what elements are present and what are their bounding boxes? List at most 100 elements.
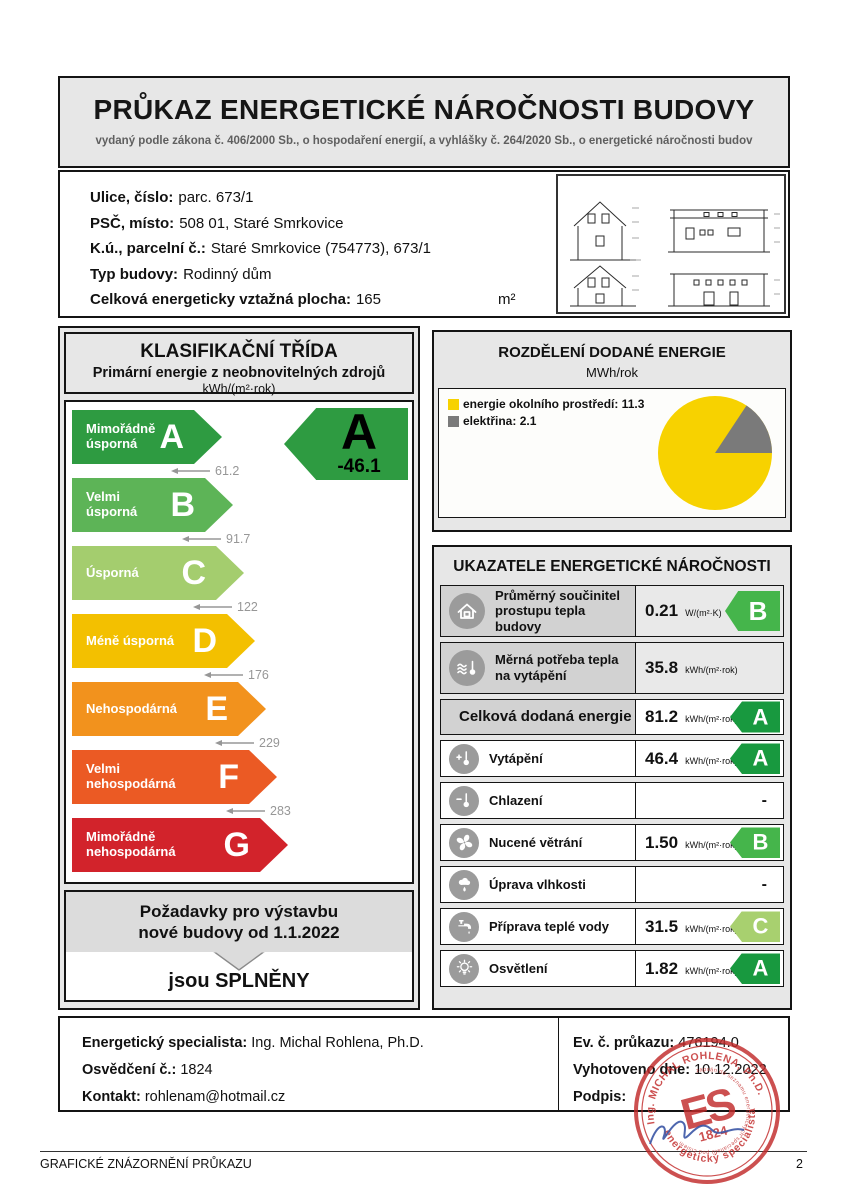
indicator-unit: kWh/(m²·rok) [685,839,738,850]
classification-panel: KLASIFIKAČNÍ TŘÍDA Primární energie z ne… [58,326,420,1010]
indicator-value: 31.5 [645,916,679,936]
pie-title: ROZDĚLENÍ DODANÉ ENERGIE [498,344,726,361]
rating-value: -46.1 [337,456,381,477]
classification-subtitle: Primární energie z neobnovitelných zdroj… [92,365,386,381]
header-box: PRŮKAZ ENERGETICKÉ NÁROČNOSTI BUDOVY vyd… [58,76,790,168]
heat-demand-icon [449,650,485,686]
classification-header: KLASIFIKAČNÍ TŘÍDA Primární energie z ne… [64,332,414,396]
indicator-row: Průměrný součinitel prostupu tepla budov… [440,585,784,637]
class-arrow-E: Nehospodárná E [72,682,266,736]
indicators-title: UKAZATELE ENERGETICKÉ NÁROČNOSTI [453,558,771,575]
requirements-box: Požadavky pro výstavbu nové budovy od 1.… [64,890,414,1002]
signature [649,1120,745,1145]
indicator-label: Osvětlení [489,960,548,976]
class-arrow-D: Méně úsporná D [72,614,255,668]
certificate-line: Osvědčení č.: 1824 [82,1062,213,1078]
left-arrow-icon [204,672,243,678]
building-info-box: Ulice, číslo: parc. 673/1 PSČ, místo: 508 0… [58,170,790,318]
building-info-rows: Ulice, číslo: parc. 673/1 PSČ, místo: 508 0… [60,172,788,313]
lighting-icon [449,953,479,984]
left-arrow-icon [226,808,265,814]
indicator-row: Vytápění 46.4 kWh/(m²·rok) A [440,740,784,777]
threshold-marker: 229 [72,736,412,750]
indicator-class-arrow-A: A [730,743,780,774]
requirements-line1: Požadavky pro výstavbu [139,902,339,921]
certificate-line: Podpis: [573,1089,627,1105]
indicator-label: Průměrný součinitel prostupu tepla budov… [495,587,620,634]
specialist-left-column: Energetický specialista: Ing. Michal Roh… [60,1018,559,1110]
certificate-line: Kontakt: rohlenam@hotmail.cz [82,1089,286,1105]
threshold-marker: 176 [72,668,412,682]
indicator-unit: kWh/(m²·rok) [685,665,738,675]
indicator-row: Příprava teplé vody 31.5 kWh/(m²·rok) C [440,908,784,945]
indicator-label: Příprava teplé vody [489,918,609,934]
legend-item: elektřina: 2.1 [448,413,644,430]
indicator-unit: kWh/(m²·rok) [685,965,738,976]
indicator-row: Celková dodaná energie 81.2 kWh/(m²·rok) A [440,699,784,735]
indicators-panel: UKAZATELE ENERGETICKÉ NÁROČNOSTI Průměrn… [432,545,792,1010]
hot-water-icon [449,911,479,942]
footer-label: GRAFICKÉ ZNÁZORNĚNÍ PRŮKAZU [40,1157,252,1171]
indicator-row: Úprava vlhkosti - [440,866,784,903]
ventilation-icon [449,827,479,858]
indicator-dash: - [761,791,767,809]
indicator-unit: W/(m²·K) [685,608,722,618]
indicator-value: 35.8 [645,658,679,677]
indicator-value: 81.2 [645,707,679,726]
page-title: PRŮKAZ ENERGETICKÉ NÁROČNOSTI BUDOVY [93,94,755,125]
legend-item: energie okolního prostředí: 11.3 [448,396,644,413]
class-arrow-A: Mimořádně úsporná A [72,410,222,464]
certificate-line: Vyhotoveno dne: 10.12.2022 [573,1062,767,1078]
indicator-class-arrow-B: B [730,827,780,858]
building-info-row: K.ú., parcelní č.: Staré Smrkovice (75477… [90,240,431,257]
specialist-right-column: Ev. č. průkazu: 476194.0 Vyhotoveno dne: … [559,1018,788,1110]
specialist-stamp: Ing. MICHAL ROHLENA, Ph.D. energetický s… [630,1036,782,1191]
classification-title: KLASIFIKAČNÍ TŘÍDA [140,341,338,362]
building-info-row: Ulice, číslo: parc. 673/1 [90,189,254,206]
indicator-row: Nucené větrání 1.50 kWh/(m²·rok) B [440,824,784,861]
indicator-label: Úprava vlhkosti [489,876,586,892]
pie-chart-box: energie okolního prostředí: 11.3 elektřin… [438,388,786,518]
indicator-unit: kWh/(m²·rok) [685,714,738,724]
indicator-label: Vytápění [489,750,543,766]
threshold-marker: 283 [72,804,412,818]
requirements-line2: nové budovy od 1.1.2022 [138,923,340,942]
threshold-marker: 122 [72,600,412,614]
building-info-row: PSČ, místo: 508 01, Staré Smrkovice [90,214,344,232]
classification-scale: A -46.1 Mimořádně úsporná A 61.2 Velmi úspo… [64,400,414,884]
legend-swatch [448,416,459,427]
threshold-marker: 91.7 [72,532,412,546]
humidity-icon [449,869,479,900]
indicator-class-arrow-C: C [730,911,780,942]
indicator-row: Osvětlení 1.82 kWh/(m²·rok) A [440,950,784,987]
left-arrow-icon [193,604,232,610]
rating-letter: A [340,404,378,460]
pie-unit: MWh/rok [586,365,638,380]
heating-icon [449,743,479,774]
indicator-unit: kWh/(m²·rok) [685,923,738,934]
pie-legend: energie okolního prostředí: 11.3 elektřin… [448,396,644,430]
indicator-label: Nucené větrání [489,834,583,850]
building-info-row: Typ budovy: Rodinný dům [90,265,272,283]
building-info-row: Celková energeticky vztažná plocha: 165 m² [90,291,516,308]
house-icon [449,593,485,629]
cooling-icon [449,785,479,816]
indicator-label: Měrná potřeba tepla na vytápění [495,652,619,683]
indicator-label: Chlazení [489,792,543,808]
indicators-rows: Průměrný součinitel prostupu tepla budov… [440,585,784,987]
left-arrow-icon [182,536,221,542]
class-arrow-F: Velmi nehospodárná F [72,750,277,804]
footer-rule [40,1151,807,1152]
building-sketch [570,201,780,307]
chevron-down-icon [213,951,265,971]
left-arrow-icon [215,740,254,746]
legend-swatch [448,399,459,410]
indicator-class-arrow-A: A [730,953,780,984]
requirements-text: Požadavky pro výstavbu nové budovy od 1.… [66,892,412,971]
class-arrow-C: Úsporná C [72,546,244,600]
specialist-box: Energetický specialista: Ing. Michal Roh… [58,1016,790,1112]
classification-unit: kWh/(m²·rok) [202,382,276,396]
indicator-row: Chlazení - [440,782,784,819]
indicator-row: Měrná potřeba tepla na vytápění 35.8 kWh/(… [440,642,784,694]
